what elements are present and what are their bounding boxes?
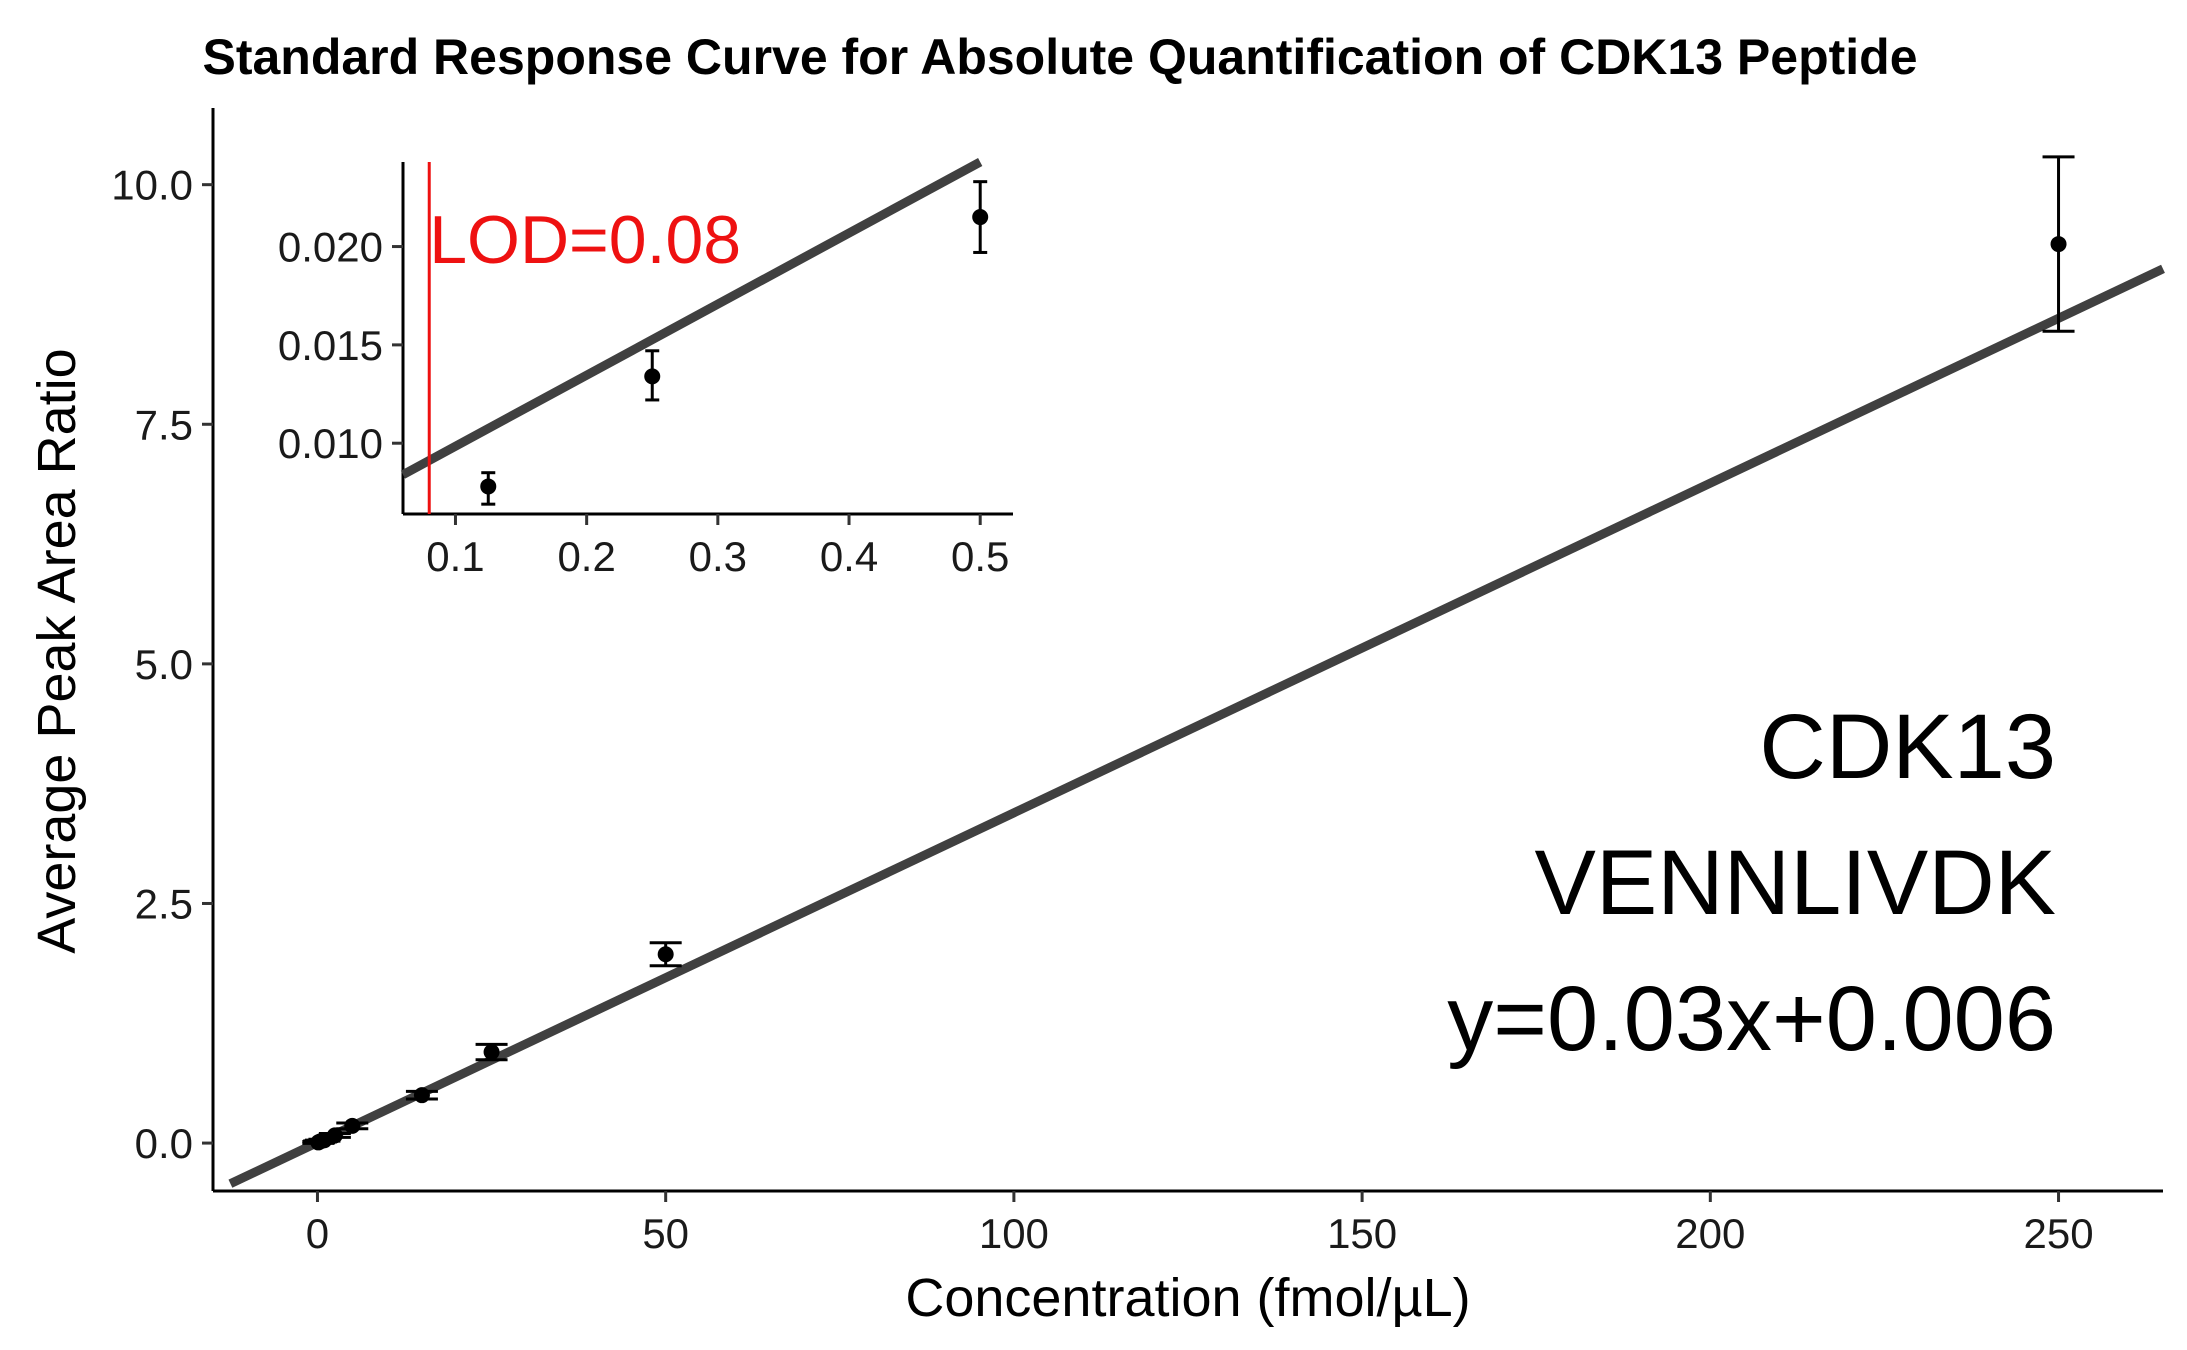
fit-line bbox=[228, 264, 2165, 1188]
inset-x-tick-label: 0.4 bbox=[820, 533, 878, 580]
main-x-tick-label: 200 bbox=[1675, 1210, 1745, 1257]
main-x-tick-label: 150 bbox=[1327, 1210, 1397, 1257]
main-x-tick-label: 100 bbox=[979, 1210, 1049, 1257]
main-y-ticks: 0.0 2.5 5.0 7.5 10.0 bbox=[111, 162, 213, 1167]
inset-y-ticks: 0.010 0.015 0.020 bbox=[278, 224, 403, 467]
inset-y-tick-label: 0.020 bbox=[278, 224, 383, 271]
data-point bbox=[657, 946, 674, 963]
data-point bbox=[326, 1127, 343, 1144]
data-point bbox=[344, 1117, 361, 1134]
inset-plot: 0.1 0.2 0.3 0.4 0.5 0.010 0.015 0.020 LOD=0.08 bbox=[278, 158, 1013, 580]
main-y-tick-label: 7.5 bbox=[135, 401, 193, 448]
inset-data-point bbox=[644, 368, 661, 385]
main-y-tick-label: 2.5 bbox=[135, 880, 193, 927]
inset-fit-line bbox=[400, 158, 983, 479]
main-x-tick-label: 0 bbox=[306, 1210, 329, 1257]
inset-marks: LOD=0.08 bbox=[400, 158, 989, 514]
chart-title: Standard Response Curve for Absolute Qua… bbox=[202, 29, 1917, 85]
inset-x-ticks: 0.1 0.2 0.3 0.4 0.5 bbox=[426, 514, 1009, 580]
inset-data-point bbox=[972, 209, 989, 226]
main-x-tick-label: 50 bbox=[642, 1210, 689, 1257]
inset-data-point bbox=[480, 478, 497, 495]
data-point bbox=[2050, 236, 2067, 253]
inset-x-tick-label: 0.2 bbox=[557, 533, 615, 580]
annotation-peptide: VENNLIVDK bbox=[1535, 832, 2057, 934]
inset-x-tick-label: 0.3 bbox=[689, 533, 747, 580]
inset-x-tick-label: 0.5 bbox=[951, 533, 1009, 580]
main-y-tick-label: 10.0 bbox=[111, 162, 193, 209]
inset-y-tick-label: 0.015 bbox=[278, 322, 383, 369]
main-plot: 0 50 100 150 200 250 0.0 2.5 5.0 7.5 10.0 Concent… bbox=[27, 108, 2165, 1328]
inset-y-tick-label: 0.010 bbox=[278, 420, 383, 467]
main-x-tick-label: 250 bbox=[2023, 1210, 2093, 1257]
lod-label: LOD=0.08 bbox=[429, 202, 741, 278]
main-y-tick-label: 5.0 bbox=[135, 641, 193, 688]
y-axis-title: Average Peak Area Ratio bbox=[27, 348, 87, 953]
annotation-protein: CDK13 bbox=[1759, 696, 2056, 798]
data-point bbox=[483, 1044, 500, 1061]
x-axis-title: Concentration (fmol/µL) bbox=[905, 1268, 1470, 1328]
main-x-ticks: 0 50 100 150 200 250 bbox=[306, 1191, 2094, 1257]
main-y-tick-label: 0.0 bbox=[135, 1120, 193, 1167]
annotation-equation: y=0.03x+0.006 bbox=[1447, 968, 2056, 1070]
data-point bbox=[413, 1087, 430, 1104]
inset-x-tick-label: 0.1 bbox=[426, 533, 484, 580]
main-marks bbox=[228, 155, 2165, 1188]
